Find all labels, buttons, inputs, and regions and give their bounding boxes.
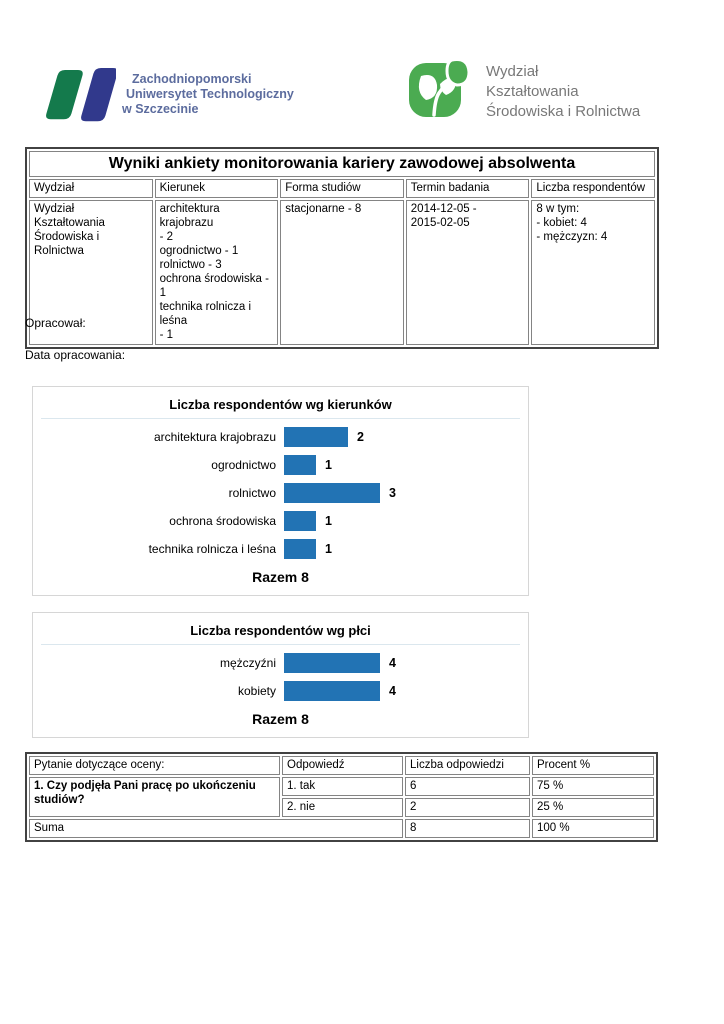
qa-sum-percent: 100 % (532, 819, 654, 838)
chart-row: technika rolnicza i leśna 1 (33, 535, 528, 563)
bar-label: ochrona środowiska (169, 514, 276, 528)
qa-sum-label: Suma (29, 819, 403, 838)
chart-row: architektura krajobrazu 2 (33, 423, 528, 451)
university-name-line: Zachodniopomorski (132, 72, 252, 86)
faculty-name-line: Kształtowania (486, 83, 579, 100)
info-cell-wydzial: Wydział Kształtowania Środowiska i Rolni… (29, 200, 153, 345)
chart-title: Liczba respondentów wg płci (190, 623, 371, 638)
bar-label: architektura krajobrazu (153, 430, 276, 444)
info-header-wydzial: Wydział (29, 179, 153, 198)
qa-answer-label: 1. tak (282, 777, 403, 796)
bar (284, 511, 316, 531)
bar-label: rolnictwo (228, 486, 276, 500)
bar-label: kobiety (237, 684, 276, 698)
info-header-kierunek: Kierunek (154, 179, 279, 198)
bar-value: 4 (389, 684, 396, 698)
report-title: Wyniki ankiety monitorowania kariery zaw… (29, 151, 655, 177)
chart-footer: Razem 8 (252, 711, 309, 727)
info-cell-termin: 2014-12-05 - 2015-02-05 (405, 200, 530, 345)
qa-answer-count: 2 (405, 798, 530, 817)
bar-value: 4 (389, 656, 396, 670)
chart-row: ochrona środowiska 1 (33, 507, 528, 535)
chart-row: kobiety 4 (33, 677, 528, 705)
chart-respondents-by-program: Liczba respondentów wg kierunków archite… (32, 386, 529, 596)
university-name-line: Uniwersytet Technologiczny (126, 87, 294, 101)
info-header-termin: Termin badania (405, 179, 530, 198)
bar (284, 455, 316, 475)
bar (284, 539, 316, 559)
bar (284, 653, 380, 673)
prepared-date-label: Data opracowania: (25, 348, 126, 362)
faculty-logo-text: Wydział Kształtowania Środowiska i Rolni… (486, 62, 640, 122)
bar (284, 681, 380, 701)
faculty-logo-icon (409, 58, 471, 117)
qa-answer-percent: 75 % (532, 777, 654, 796)
prepared-by-label: Opracował: (25, 316, 86, 330)
qa-question: 1. Czy podjęła Pani pracę po ukończeniu … (29, 777, 280, 817)
qa-answer-label: 2. nie (282, 798, 403, 817)
info-cell-forma: stacjonarne - 8 (280, 200, 404, 345)
chart-rows: architektura krajobrazu 2 ogrodnictwo 1 roln… (33, 423, 528, 563)
bar (284, 483, 380, 503)
qa-sum-count: 8 (405, 819, 530, 838)
info-cell-kierunek: architektura krajobrazu - 2 ogrodnictwo … (154, 200, 279, 345)
qa-header-count: Liczba odpowiedzi (405, 756, 530, 775)
chart-title-separator (41, 644, 520, 645)
qa-answer-count: 6 (405, 777, 530, 796)
chart-row: rolnictwo 3 (33, 479, 528, 507)
table-row: 1. Czy podjęła Pani pracę po ukończeniu … (29, 777, 654, 817)
info-header-liczba: Liczba respondentów (531, 179, 655, 198)
chart-footer: Razem 8 (252, 569, 309, 585)
university-name-line: w Szczecinie (122, 102, 199, 116)
qa-answer-percent: 25 % (532, 798, 654, 817)
bar-value: 3 (389, 486, 396, 500)
university-logo-icon (46, 68, 116, 122)
qa-header-question: Pytanie dotyczące oceny: (29, 756, 280, 775)
bar (284, 427, 348, 447)
info-cell-liczba: 8 w tym: - kobiet: 4 - mężczyzn: 4 (531, 200, 655, 345)
university-logo-text: Zachodniopomorski Uniwersytet Technologi… (122, 72, 294, 117)
bar-label: technika rolnicza i leśna (148, 542, 276, 556)
chart-row: mężczyźni 4 (33, 649, 528, 677)
table-row-sum: Suma 8 100 % (29, 819, 654, 838)
bar-value: 1 (325, 514, 332, 528)
qa-header-answer: Odpowiedź (282, 756, 403, 775)
bar-label: mężczyźni (219, 656, 276, 670)
chart-title: Liczba respondentów wg kierunków (169, 397, 392, 412)
chart-title-separator (41, 418, 520, 419)
bar-value: 1 (325, 458, 332, 472)
bar-value: 2 (357, 430, 364, 444)
qa-header-percent: Procent % (532, 756, 654, 775)
info-header-forma: Forma studiów (280, 179, 404, 198)
university-logo: Zachodniopomorski Uniwersytet Technologi… (36, 64, 294, 126)
question-results-table: Pytanie dotyczące oceny: Odpowiedź Liczb… (25, 752, 658, 842)
faculty-name-line: Środowiska i Rolnictwa (486, 103, 641, 120)
chart-respondents-by-gender: Liczba respondentów wg płci mężczyźni 4 ko… (32, 612, 529, 738)
bar-value: 1 (325, 542, 332, 556)
chart-row: ogrodnictwo 1 (33, 451, 528, 479)
table-row: 2. nie 2 25 % (29, 798, 654, 817)
faculty-logo: Wydział Kształtowania Środowiska i Rolni… (406, 57, 640, 125)
survey-info-table: Wyniki ankiety monitorowania kariery zaw… (25, 147, 659, 349)
bar-label: ogrodnictwo (211, 458, 276, 472)
faculty-name-line: Wydział (486, 63, 539, 80)
chart-rows: mężczyźni 4 kobiety 4 (33, 649, 528, 705)
